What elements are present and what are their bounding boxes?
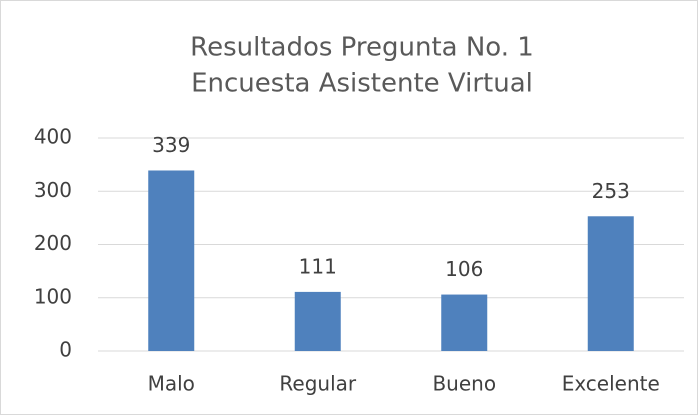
chart-title: Encuesta Asistente Virtual [191, 69, 533, 99]
y-tick-label: 100 [34, 284, 72, 308]
chart-title: Resultados Pregunta No. 1 [190, 33, 534, 63]
y-tick-label: 200 [34, 231, 72, 255]
x-tick-label: Malo [148, 372, 195, 396]
bar [441, 294, 488, 351]
y-tick-label: 0 [59, 338, 72, 362]
x-tick-label: Excelente [562, 372, 660, 396]
y-tick-label: 400 [34, 125, 72, 149]
bar [148, 170, 195, 351]
data-label: 111 [299, 254, 337, 278]
x-tick-label: Regular [279, 372, 356, 396]
x-tick-label: Bueno [432, 372, 496, 396]
data-label: 253 [592, 179, 630, 203]
y-tick-label: 300 [34, 178, 72, 202]
data-label: 106 [445, 257, 483, 281]
bar [587, 216, 634, 351]
bar [294, 291, 341, 351]
data-label: 339 [152, 133, 190, 157]
